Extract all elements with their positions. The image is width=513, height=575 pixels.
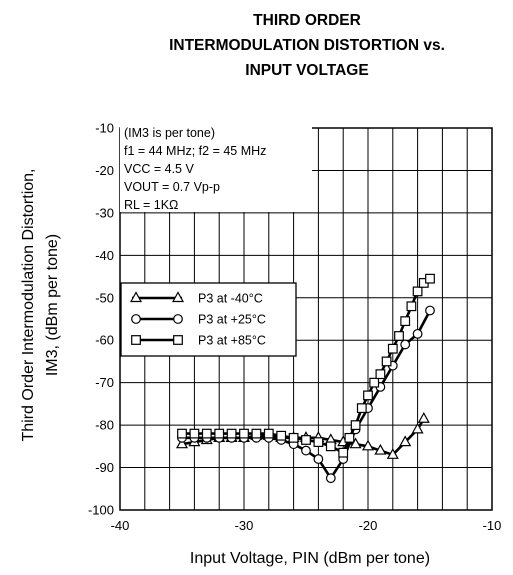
y-tick-label: -100 xyxy=(88,503,114,518)
y-tick-label: -60 xyxy=(95,333,114,348)
triangle-marker xyxy=(411,422,424,434)
square-marker xyxy=(363,390,373,401)
square-marker xyxy=(344,432,355,443)
square-marker xyxy=(412,286,423,297)
square-marker xyxy=(400,316,411,327)
triangle-marker xyxy=(374,443,387,455)
y-tick-label: -70 xyxy=(95,375,114,390)
square-marker xyxy=(356,403,367,414)
y-tick-label: -40 xyxy=(95,248,114,263)
note-line-4: VOUT = 0.7 Vp-p xyxy=(124,180,220,194)
triangle-marker xyxy=(417,412,430,423)
note-line-2: f1 = 44 MHz; f2 = 45 MHz xyxy=(124,144,266,158)
y-tick-label: -20 xyxy=(95,163,114,178)
series-line xyxy=(182,277,431,455)
y-axis-label-line-2: IM3, (dBm per tone) xyxy=(44,234,61,376)
square-marker xyxy=(350,420,361,431)
legend-label: P3 at +25°C xyxy=(198,313,266,327)
square-marker xyxy=(313,437,324,447)
triangle-marker xyxy=(386,448,399,459)
square-marker xyxy=(226,428,237,439)
triangle-marker xyxy=(361,439,375,451)
circle-marker xyxy=(173,314,183,324)
triangle-marker xyxy=(399,435,412,447)
x-tick-labels: -40 -30 -20 -10 xyxy=(111,518,502,533)
square-marker xyxy=(214,428,225,439)
title-line-1: THIRD ORDER xyxy=(253,12,361,29)
x-axis-label: Input Voltage, PIN (dBm per tone) xyxy=(190,550,430,567)
y-tick-label: -30 xyxy=(95,205,114,220)
circle-marker xyxy=(400,339,411,350)
square-marker xyxy=(131,335,141,345)
square-marker xyxy=(301,435,311,445)
legend-label: P3 at +85°C xyxy=(198,334,266,348)
y-tick-labels: -10 -20 -30 -40 -50 -60 -70 -80 -90 -100 xyxy=(88,121,114,518)
legend-entry: P3 at -40°C xyxy=(129,291,263,306)
square-marker xyxy=(189,428,200,439)
square-marker xyxy=(288,432,299,443)
triangle-marker xyxy=(175,437,189,449)
series-layer xyxy=(175,273,435,484)
y-tick-label: -50 xyxy=(95,290,114,305)
square-marker xyxy=(251,428,262,439)
legend-entry: P3 at +85°C xyxy=(131,334,266,348)
circle-marker xyxy=(301,445,311,456)
square-marker xyxy=(201,428,212,439)
square-marker xyxy=(325,441,336,452)
square-marker xyxy=(375,369,386,380)
y-tick-label: -10 xyxy=(95,121,114,136)
square-marker xyxy=(394,331,404,341)
circle-marker xyxy=(313,454,324,464)
square-marker xyxy=(381,356,392,367)
legend-entry: P3 at +25°C xyxy=(131,313,266,327)
square-marker xyxy=(173,335,183,345)
triangle-marker xyxy=(171,291,185,303)
triangle-marker xyxy=(129,291,143,303)
chart-title: THIRD ORDER INTERMODULATION DISTORTION v… xyxy=(169,12,445,79)
square-marker xyxy=(425,273,435,284)
square-marker xyxy=(338,447,349,458)
legend-label: P3 at -40°C xyxy=(198,292,263,306)
circle-marker xyxy=(131,314,141,324)
legend: P3 at -40°C P3 at +25°C P3 at +85°C xyxy=(120,282,297,357)
title-line-3: INPUT VOLTAGE xyxy=(245,62,368,79)
x-tick-label: -40 xyxy=(111,518,130,533)
square-marker xyxy=(387,343,398,354)
title-line-2: INTERMODULATION DISTORTION vs. xyxy=(169,37,445,54)
y-axis-label-line-1: Third Order Intermodulation Distortion, xyxy=(20,169,37,442)
y-axis-label: Third Order Intermodulation Distortion, … xyxy=(20,169,61,442)
conditions-note-background xyxy=(120,122,312,212)
x-tick-label: -10 xyxy=(483,518,502,533)
series-square xyxy=(177,273,435,458)
circle-marker xyxy=(325,473,336,484)
conditions-note-box: (IM3 is per tone) f1 = 44 MHz; f2 = 45 M… xyxy=(120,122,312,212)
circle-marker xyxy=(425,305,435,316)
square-marker xyxy=(263,428,274,439)
square-marker xyxy=(406,301,417,312)
y-tick-label: -90 xyxy=(95,460,114,475)
square-marker xyxy=(177,428,187,439)
note-line-1: (IM3 is per tone) xyxy=(124,126,215,140)
x-tick-label: -30 xyxy=(235,518,254,533)
y-tick-label: -80 xyxy=(95,418,114,433)
triangle-marker xyxy=(349,437,362,449)
square-marker xyxy=(369,377,380,388)
note-line-3: VCC = 4.5 V xyxy=(124,162,194,176)
note-line-5: RL = 1KΩ xyxy=(124,198,178,212)
square-marker xyxy=(239,428,249,439)
square-marker xyxy=(276,430,287,441)
x-tick-label: -20 xyxy=(359,518,378,533)
circle-marker xyxy=(412,328,423,339)
